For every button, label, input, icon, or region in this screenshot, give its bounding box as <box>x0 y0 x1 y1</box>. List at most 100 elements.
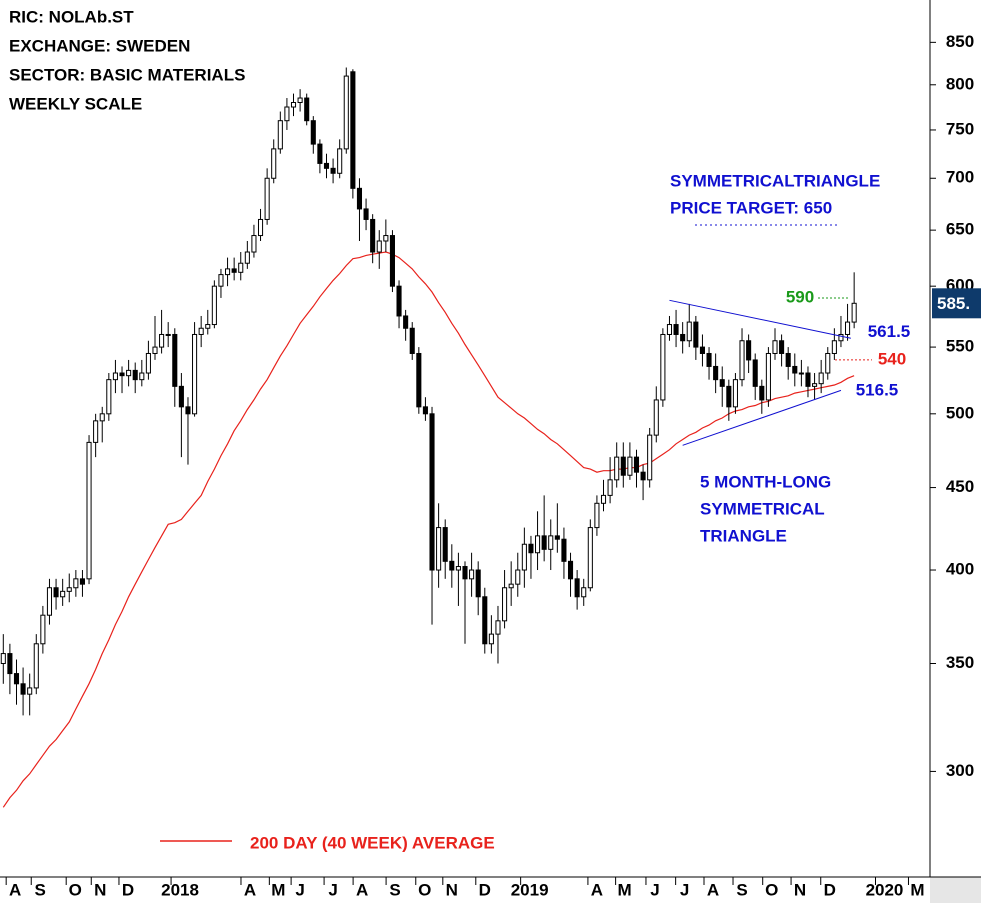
candle-body <box>172 333 178 387</box>
candle-body <box>132 369 138 381</box>
candle-body <box>515 569 521 585</box>
candle-body <box>541 535 547 550</box>
candle-body <box>60 590 66 598</box>
y-tick-label: 450 <box>946 477 974 496</box>
candle-body <box>732 379 738 408</box>
y-tick-label: 350 <box>946 653 974 672</box>
x-tick-label: J <box>295 880 304 899</box>
candle-body <box>337 148 343 174</box>
candle-body <box>290 102 297 108</box>
y-tick-label: 700 <box>946 168 974 187</box>
y-tick-label: 750 <box>946 119 974 138</box>
level-label: 516.5 <box>856 381 899 400</box>
x-tick-label: D <box>122 880 134 899</box>
x-tick-label: N <box>794 880 806 899</box>
candle-body <box>126 369 132 377</box>
level-label: 590 <box>786 287 814 306</box>
target-note: SYMMETRICALTRIANGLE <box>670 171 880 190</box>
candle-body <box>389 235 395 287</box>
candle-body <box>627 456 633 476</box>
y-tick-label: 650 <box>946 220 974 239</box>
candle-body <box>46 587 53 616</box>
candle-body <box>145 352 151 374</box>
candle-body <box>350 71 356 189</box>
candle-body <box>647 434 653 481</box>
candle-body <box>528 543 534 554</box>
x-tick-label: J <box>650 880 659 899</box>
candle-body <box>772 340 778 354</box>
axis-corner <box>930 877 981 903</box>
y-tick-label: 300 <box>946 761 974 780</box>
candle-body <box>594 502 600 529</box>
candle-body <box>73 578 79 589</box>
candle-body <box>838 333 844 342</box>
candle-body <box>33 643 39 689</box>
candle-body <box>0 653 6 665</box>
candle-body <box>482 596 488 645</box>
candle-body <box>66 587 72 592</box>
candle-body <box>343 75 349 150</box>
candle-body <box>561 538 567 562</box>
candle-body <box>198 327 204 335</box>
x-tick-label: D <box>479 880 491 899</box>
candle-body <box>779 340 785 354</box>
x-tick-label: D <box>824 880 836 899</box>
candle-body <box>633 456 640 473</box>
candle-body <box>383 235 389 242</box>
y-tick-label: 850 <box>946 32 974 51</box>
candle-body <box>699 346 705 354</box>
candle-body <box>205 324 211 329</box>
candle-body <box>86 441 92 580</box>
candle-body <box>600 494 607 504</box>
last-price-label: 585. <box>937 294 970 313</box>
candle-body <box>79 578 85 585</box>
candle-body <box>27 687 33 695</box>
x-tick-label: A <box>244 880 256 899</box>
x-tick-label: 2020 <box>866 880 904 899</box>
candle-body <box>53 587 59 598</box>
candle-body <box>323 162 330 169</box>
candle-body <box>666 324 673 335</box>
candle-body <box>798 372 804 375</box>
candle-body <box>752 359 758 387</box>
y-tick-label: 550 <box>946 337 974 356</box>
candle-body <box>93 420 99 443</box>
candle-body <box>284 106 290 122</box>
candle-body <box>112 372 118 381</box>
candle-body <box>653 399 659 436</box>
candle-body <box>488 633 494 645</box>
x-tick-label: A <box>9 880 21 899</box>
x-tick-label: A <box>356 880 368 899</box>
trendline <box>669 299 851 339</box>
candle-body <box>192 333 198 415</box>
x-tick-label: M <box>618 880 632 899</box>
candle-body <box>297 97 303 104</box>
candle-body <box>680 333 686 342</box>
candle-body <box>370 218 376 253</box>
x-tick-label: A <box>707 880 719 899</box>
candle-body <box>330 167 336 174</box>
candle-body <box>304 97 310 122</box>
candle-body <box>845 321 851 335</box>
candle-body <box>152 346 158 354</box>
candle-body <box>535 535 541 554</box>
x-tick-label: J <box>680 880 689 899</box>
candle-body <box>818 372 824 385</box>
candle-body <box>244 251 250 264</box>
candle-body <box>825 352 831 374</box>
candle-body <box>554 535 560 540</box>
x-tick-label: M <box>910 880 924 899</box>
x-tick-label: S <box>35 880 46 899</box>
x-tick-label: N <box>94 880 106 899</box>
x-tick-label: S <box>736 880 747 899</box>
candle-body <box>231 268 237 273</box>
candle-body <box>106 379 112 415</box>
x-tick-label: S <box>389 880 400 899</box>
candle-body <box>429 413 435 571</box>
pattern-note: SYMMETRICAL <box>700 499 825 518</box>
x-tick-label: 2018 <box>161 880 199 899</box>
candle-body <box>567 560 574 580</box>
candle-body <box>746 340 752 361</box>
candle-body <box>403 315 409 329</box>
